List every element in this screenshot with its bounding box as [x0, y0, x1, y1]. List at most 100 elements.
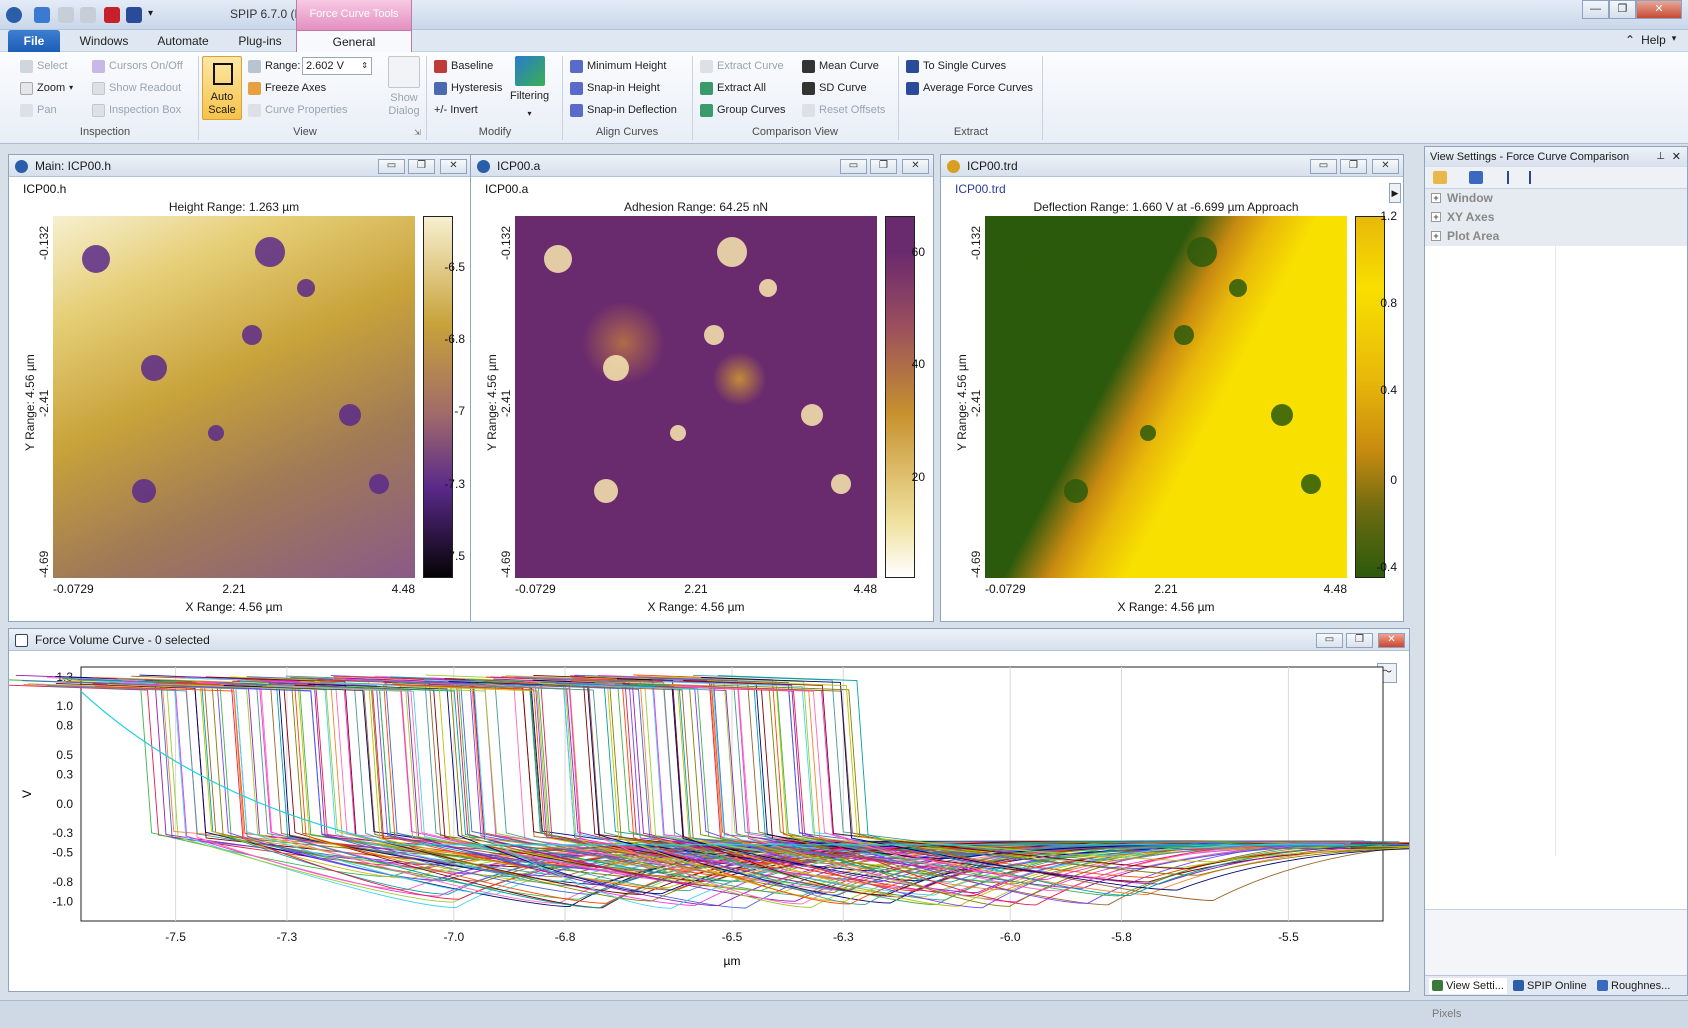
window-restore-button[interactable]: ❐ — [1346, 633, 1373, 648]
image-map[interactable] — [53, 216, 415, 578]
sort-down-icon[interactable] — [1529, 171, 1543, 184]
extract-all-button[interactable]: Extract All — [700, 79, 766, 97]
freeze-axes-button[interactable]: Freeze Axes — [248, 79, 326, 97]
help-button[interactable]: ⌃ Help ▾ — [1625, 33, 1677, 47]
y-tick-label: 1.0 — [56, 699, 73, 713]
window-minimize-button[interactable]: ▭ — [1316, 633, 1343, 648]
filtering-button[interactable]: Filtering ▾ — [510, 56, 549, 122]
close-button[interactable]: ✕ — [1636, 0, 1682, 19]
zoom-button[interactable]: Zoom ▾ — [20, 79, 73, 97]
panel-minimize-button[interactable]: ▭ — [1310, 159, 1337, 174]
x-tick-label: -0.0729 — [515, 582, 556, 596]
panel-restore-button[interactable]: ❐ — [870, 159, 897, 174]
vs-tab-3[interactable]: Roughnes... — [1597, 978, 1670, 994]
redo-icon[interactable] — [80, 7, 96, 23]
range-spinner-icon[interactable]: ⇕ — [361, 61, 368, 70]
cursors-toggle[interactable]: Cursors On/Off — [92, 57, 183, 75]
y-tick-label: -0.132 — [37, 225, 51, 260]
new-icon[interactable] — [34, 7, 50, 23]
minimize-button[interactable]: — — [1582, 0, 1609, 19]
tree-item-window[interactable]: + Window — [1425, 189, 1687, 208]
colorbar-tick: -7.3 — [444, 476, 465, 491]
force-curve-line — [524, 677, 1371, 906]
qat-dropdown-icon[interactable]: ▾ — [148, 8, 154, 19]
pan-button[interactable]: Pan — [20, 101, 57, 119]
close-icon[interactable]: ✕ — [1671, 151, 1681, 163]
select-button[interactable]: Select — [20, 57, 68, 75]
expand-icon[interactable]: + — [1431, 231, 1441, 241]
surface-feature — [255, 237, 286, 268]
y-tick-label: -2.41 — [969, 389, 983, 417]
panel-close-button[interactable]: ✕ — [902, 159, 929, 174]
colorbar-tick: 0.8 — [1380, 295, 1397, 310]
image-map[interactable] — [985, 216, 1347, 578]
to-single-curves-button[interactable]: To Single Curves — [906, 57, 1006, 75]
tab-general[interactable]: General — [296, 30, 412, 53]
reset-offsets-icon — [802, 103, 815, 117]
show-dialog-button[interactable]: Show Dialog — [386, 56, 422, 122]
undo-icon[interactable] — [58, 7, 74, 23]
scroll-right-button[interactable]: ▶ — [1389, 183, 1401, 203]
curve-properties-button[interactable]: Curve Properties — [248, 101, 348, 119]
range-input[interactable]: 2.602 V ⇕ — [302, 57, 372, 75]
vs-tab-2[interactable]: SPIP Online — [1513, 978, 1587, 994]
snap-in-height-button[interactable]: Snap-in Height — [570, 79, 660, 97]
group-curves-button[interactable]: Group Curves — [700, 101, 785, 119]
auto-scale-icon — [213, 63, 233, 85]
image-panel-2: ICP00.a ▭ ❐ ✕ ICP00.a Adhesion Range: 64.25 n… — [470, 154, 934, 622]
panel-restore-button[interactable]: ❐ — [408, 159, 435, 174]
tab-windows[interactable]: Windows — [79, 34, 129, 48]
vs-tab-1[interactable]: View Setti... — [1429, 978, 1507, 994]
expand-icon[interactable]: + — [1431, 212, 1441, 222]
expand-icon[interactable]: + — [1431, 193, 1441, 203]
tile-icon[interactable] — [126, 7, 142, 23]
panel-minimize-button[interactable]: ▭ — [378, 159, 405, 174]
extract-curve-button[interactable]: Extract Curve — [700, 57, 784, 75]
restore-button[interactable]: ❐ — [1609, 0, 1636, 19]
grid-icon[interactable] — [104, 7, 120, 23]
tab-file[interactable]: File — [8, 30, 60, 52]
title-bar: ▾ SPIP 6.7.0 (BETA) Force Curve Tools — … — [0, 0, 1688, 30]
hysteresis-button[interactable]: Hysteresis — [434, 79, 502, 97]
pin-icon[interactable]: ⊥ — [1656, 151, 1665, 162]
minimum-height-button[interactable]: Minimum Height — [570, 57, 666, 75]
dialog-launcher-icon[interactable]: ⇲ — [414, 128, 421, 137]
surface-feature — [368, 473, 389, 494]
surface-feature — [1300, 473, 1321, 494]
min-height-icon — [570, 59, 583, 73]
invert-button[interactable]: +/- Invert — [434, 104, 478, 116]
panel-close-button[interactable]: ✕ — [1372, 159, 1399, 174]
surface-feature — [1014, 245, 1043, 274]
mean-curve-button[interactable]: Mean Curve — [802, 57, 879, 75]
reset-offsets-button[interactable]: Reset Offsets — [802, 101, 885, 119]
x-tick-label: 4.48 — [853, 582, 877, 596]
baseline-button[interactable]: Baseline — [434, 57, 493, 75]
snap-height-icon — [570, 81, 583, 95]
image-map[interactable] — [515, 216, 877, 578]
open-icon[interactable] — [1433, 171, 1447, 184]
save-icon[interactable] — [1469, 171, 1483, 184]
sort-up-icon[interactable] — [1507, 171, 1521, 184]
app-icon[interactable] — [6, 7, 22, 23]
group-separator — [426, 56, 427, 140]
tree-item-xy-axes[interactable]: + XY Axes — [1425, 208, 1687, 227]
tab-automate[interactable]: Automate — [157, 34, 209, 48]
range-title: Height Range: 1.263 µm — [168, 200, 300, 214]
surface-feature — [1073, 355, 1100, 382]
panel-close-button[interactable]: ✕ — [440, 159, 467, 174]
window-close-button[interactable]: ✕ — [1378, 633, 1405, 648]
inspection-box-button[interactable]: Inspection Box — [92, 101, 181, 119]
sd-curve-button[interactable]: SD Curve — [802, 79, 867, 97]
panel-restore-button[interactable]: ❐ — [1340, 159, 1367, 174]
panel-minimize-button[interactable]: ▭ — [840, 159, 867, 174]
show-readout-button[interactable]: Show Readout — [92, 79, 181, 97]
force-curve-line — [398, 685, 1361, 898]
surface-feature — [593, 479, 618, 504]
auto-scale-button[interactable]: Auto Scale — [202, 56, 242, 120]
force-curve-plot[interactable]: -7.5 -7.3 -7.0 -6.8 -6.5 -6.3 -6.0 -5.8 -5.51.31… — [9, 653, 1409, 991]
force-curve-line — [707, 680, 1409, 863]
average-force-curves-button[interactable]: Average Force Curves — [906, 79, 1033, 97]
tab-plugins[interactable]: Plug-ins — [238, 34, 282, 48]
snap-in-deflection-button[interactable]: Snap-in Deflection — [570, 101, 677, 119]
tree-item-plot-area[interactable]: + Plot Area — [1425, 227, 1687, 246]
